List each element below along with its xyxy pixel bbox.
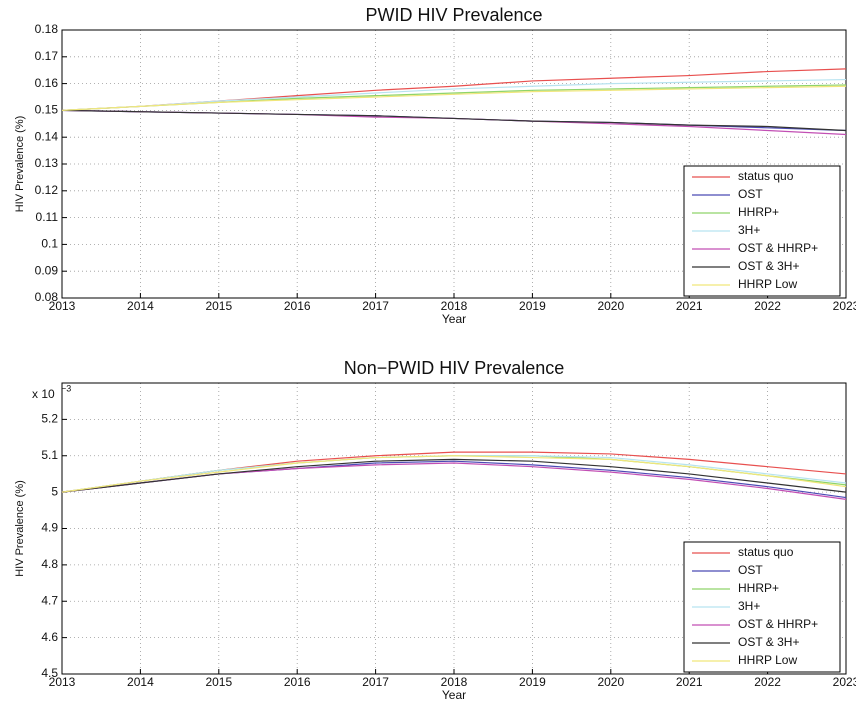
x-tick-label: 2016 xyxy=(284,675,311,689)
y-tick-label: 0.15 xyxy=(35,103,59,117)
x-tick-label: 2021 xyxy=(676,299,703,313)
y-tick-label: 0.14 xyxy=(35,129,59,143)
legend-label: 3H+ xyxy=(738,223,760,237)
chart-title: PWID HIV Prevalence xyxy=(365,5,542,25)
x-tick-label: 2018 xyxy=(441,299,468,313)
series-line xyxy=(61,109,847,132)
y-tick-label: 5.2 xyxy=(41,412,58,426)
legend-label: HHRP+ xyxy=(738,581,779,595)
x-tick-label: 2017 xyxy=(362,299,389,313)
x-tick-label: 2014 xyxy=(127,299,154,313)
chart: PWID HIV Prevalence 0.08 0.09 0.1 0.11 0.12 0.… xyxy=(14,5,856,326)
x-tick-label: 2018 xyxy=(441,675,468,689)
y-axis-label: HIV Prevalence (%) xyxy=(14,480,26,577)
legend-label: OST & 3H+ xyxy=(738,259,799,273)
x-tick-label: 2014 xyxy=(127,675,154,689)
series-line xyxy=(61,78,847,111)
series-line xyxy=(61,109,847,132)
x-tick-label: 2019 xyxy=(519,299,546,313)
x-tick-label: 2022 xyxy=(754,675,781,689)
plot-frame xyxy=(61,382,847,675)
x-tick-label: 2019 xyxy=(519,675,546,689)
x-tick-label: 2015 xyxy=(205,675,232,689)
x-tick-label: 2022 xyxy=(754,299,781,313)
y-tick-label: 0.13 xyxy=(35,156,59,170)
legend-label: OST xyxy=(738,563,763,577)
legend-label: OST & 3H+ xyxy=(738,635,799,649)
plot-frame xyxy=(61,29,847,299)
legend-label: HHRP Low xyxy=(738,277,797,291)
y-tick-label: 4.9 xyxy=(41,521,58,535)
x-tick-label: 2023 xyxy=(833,299,856,313)
x-tick-label: 2013 xyxy=(49,299,76,313)
legend-label: 3H+ xyxy=(738,599,760,613)
y-tick-label: 0.16 xyxy=(35,76,59,90)
x-tick-label: 2015 xyxy=(205,299,232,313)
x-tick-label: 2020 xyxy=(597,299,624,313)
series-line xyxy=(61,455,847,493)
legend-label: OST & HHRP+ xyxy=(738,241,818,255)
legend-label: HHRP Low xyxy=(738,653,797,667)
x-tick-label: 2013 xyxy=(49,675,76,689)
y-tick-label: 5.1 xyxy=(41,448,58,462)
y-tick-label: 0.09 xyxy=(35,263,59,277)
x-tick-label: 2016 xyxy=(284,299,311,313)
y-tick-label: 0.18 xyxy=(35,22,59,36)
x-axis-label: Year xyxy=(442,312,466,326)
x-tick-label: 2020 xyxy=(597,675,624,689)
y-tick-label: 4.8 xyxy=(41,557,58,571)
y-tick-label: 0.11 xyxy=(36,210,59,224)
y-multiplier-exponent: −3 xyxy=(61,383,71,393)
series-line xyxy=(61,85,847,111)
chart: Non−PWID HIV Prevalence 4.5 4.6 4.7 4.8 4.9 5 5… xyxy=(14,358,856,702)
legend-label: HHRP+ xyxy=(738,205,779,219)
legend-label: status quo xyxy=(738,169,794,183)
x-axis-label: Year xyxy=(442,688,466,702)
y-tick-label: 4.6 xyxy=(41,630,58,644)
x-tick-label: 2021 xyxy=(676,675,703,689)
y-axis-label: HIV Prevalence (%) xyxy=(14,116,26,213)
series-line xyxy=(61,462,847,500)
chart-title: Non−PWID HIV Prevalence xyxy=(344,358,565,378)
legend-label: status quo xyxy=(738,545,794,559)
series-line xyxy=(61,451,847,493)
y-multiplier: x 10 xyxy=(32,387,55,401)
y-tick-label: 4.5 xyxy=(41,666,58,680)
series-line xyxy=(61,458,847,493)
x-tick-label: 2017 xyxy=(362,675,389,689)
y-tick-label: 4.7 xyxy=(41,593,58,607)
x-tick-label: 2023 xyxy=(833,675,856,689)
y-tick-label: 0.1 xyxy=(41,237,58,251)
y-tick-label: 0.08 xyxy=(35,290,59,304)
y-tick-label: 0.12 xyxy=(35,183,59,197)
legend-label: OST & HHRP+ xyxy=(738,617,818,631)
legend-label: OST xyxy=(738,187,763,201)
y-tick-label: 5 xyxy=(51,484,58,498)
y-tick-label: 0.17 xyxy=(35,49,59,63)
